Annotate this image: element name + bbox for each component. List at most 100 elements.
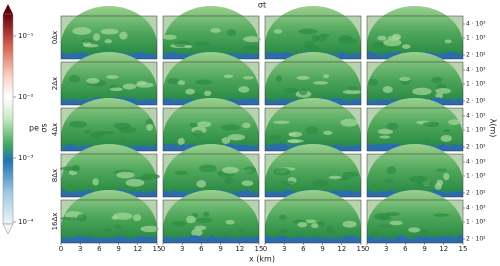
panel-blob — [443, 172, 450, 181]
panel-blob — [103, 228, 112, 233]
panel-blob — [223, 74, 234, 79]
panel-blob — [304, 219, 317, 224]
colorbar-tick-label: 10⁻³ — [18, 154, 34, 162]
panel-blob — [119, 138, 127, 143]
x-tick-label: 12 — [235, 245, 244, 253]
panel-blob — [377, 128, 394, 135]
x-tick-label: 0 — [365, 245, 369, 253]
panel-blob — [84, 129, 92, 134]
figure-title: σt — [258, 1, 266, 10]
panel-blob — [440, 135, 452, 142]
right-tick-label: 1 · 10³ — [466, 81, 486, 88]
panel-blob — [227, 134, 245, 141]
x-tick-label: 15 — [357, 245, 366, 253]
panel-blob — [177, 137, 185, 146]
panel-blob — [171, 221, 187, 227]
panel-bottom-band — [163, 235, 259, 243]
panel-dome — [61, 98, 157, 151]
panel-frame — [264, 199, 362, 244]
panel-blob — [113, 212, 133, 220]
panel-frame — [162, 199, 260, 244]
panel-blob — [420, 229, 429, 236]
panel-blob — [342, 220, 357, 228]
panel-blob — [122, 83, 137, 90]
panel-blob — [177, 80, 186, 85]
right-tick-label: 1 · 10³ — [466, 127, 486, 134]
row-label: 16Δx — [51, 213, 59, 231]
panel-blob — [197, 121, 212, 128]
panel-blob — [145, 119, 153, 126]
panel-blob — [146, 123, 154, 131]
panel-bottom-band — [61, 235, 157, 243]
panel-blob — [81, 39, 92, 43]
right-tick-label: 2 · 10² — [466, 98, 486, 105]
panel-blob — [189, 122, 198, 128]
panel-blob — [132, 214, 142, 222]
x-tick-label: 15 — [459, 245, 468, 253]
x-tick-label: 6 — [97, 245, 102, 253]
panel-blob — [296, 75, 310, 80]
colorbar — [2, 13, 14, 225]
panel-blob — [118, 126, 137, 134]
row-label: 2Δx — [51, 77, 59, 90]
panel-blob — [342, 89, 362, 95]
panel-blob — [389, 220, 403, 226]
panel-blob — [371, 230, 378, 238]
panel-blob — [275, 75, 282, 83]
panel-blob — [268, 135, 282, 140]
panel-blob — [297, 221, 308, 228]
panel-blob — [317, 221, 326, 227]
right-tick-label: 2 · 10² — [466, 144, 486, 151]
colorbar-extend-top — [3, 4, 13, 14]
panel-blob — [196, 217, 212, 223]
panel-blob — [433, 213, 450, 217]
panel-blob — [409, 175, 429, 183]
x-tick-label: 9 — [218, 245, 222, 253]
panel-blob — [431, 76, 443, 84]
panel-blob — [194, 79, 213, 85]
panel-blob — [225, 219, 235, 225]
panel-blob — [288, 132, 297, 136]
panel-blob — [167, 78, 181, 84]
panel-blob — [72, 27, 92, 35]
panel-blob — [203, 90, 212, 97]
panel-blob — [198, 164, 217, 173]
x-tick-label: 15 — [153, 245, 162, 253]
panel-blob — [436, 168, 447, 172]
colorbar-tick-label: 10⁻⁴ — [18, 218, 34, 226]
panel-blob — [98, 130, 115, 135]
panel-bottom-band — [265, 51, 361, 59]
panel-blob — [391, 33, 402, 41]
right-tick-label: 4 · 10³ — [466, 205, 486, 212]
row-label: 4Δx — [51, 123, 59, 136]
x-tick-label: 12 — [439, 245, 448, 253]
panel-blob — [140, 225, 160, 233]
panel-blob — [77, 213, 87, 222]
row-label: 0Δx — [51, 31, 59, 44]
row-label: 8Δx — [51, 169, 59, 182]
panel-blob — [220, 124, 240, 131]
panel-blob — [378, 216, 392, 221]
panel-blob — [328, 175, 342, 180]
right-tick-label: 4 · 10³ — [466, 21, 486, 28]
right-label: λ(m) — [489, 119, 498, 138]
panel-blob — [186, 215, 196, 224]
panel-bottom-band — [163, 189, 259, 197]
panel-blob — [191, 228, 203, 237]
panel-dome — [367, 98, 463, 151]
panel-dome — [61, 190, 157, 243]
panel-blob — [86, 77, 100, 84]
panel-blob — [224, 177, 234, 185]
panel-blob — [241, 45, 260, 52]
panel-blob — [435, 87, 451, 94]
right-tick-label: 1 · 10³ — [466, 219, 486, 226]
panel-blob — [114, 224, 122, 230]
panel-blob — [435, 93, 443, 99]
x-tick-label: 0 — [263, 245, 267, 253]
panel-blob — [401, 44, 411, 49]
panel-blob — [383, 38, 402, 47]
panel-blob — [342, 171, 359, 178]
panel-blob — [119, 31, 128, 40]
panel-blob — [305, 126, 319, 135]
